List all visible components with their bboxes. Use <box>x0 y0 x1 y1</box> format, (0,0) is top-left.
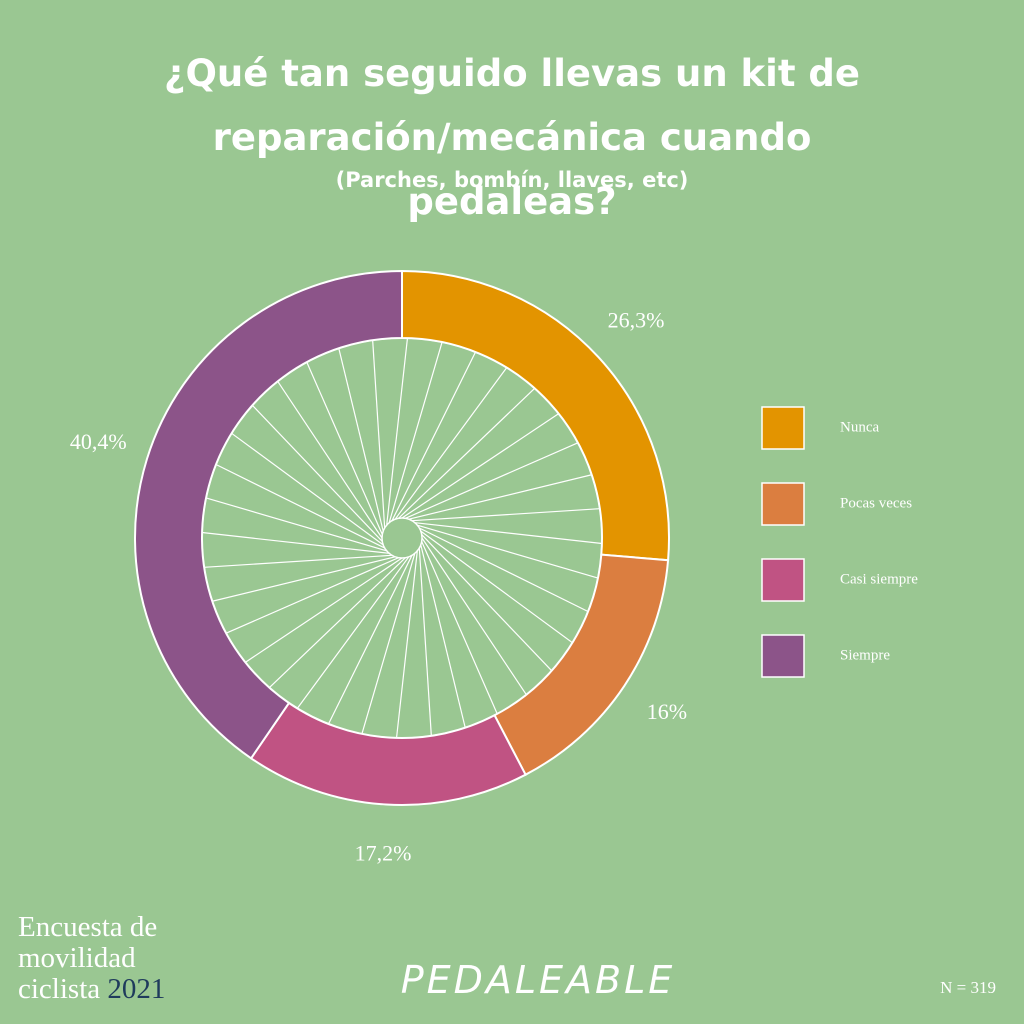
spoke <box>421 534 553 672</box>
value-label: 16% <box>647 699 687 724</box>
legend-swatch <box>761 634 805 678</box>
spoke <box>212 556 396 602</box>
chart-subtitle: (Parches, bombín, llaves, etc) <box>335 168 689 192</box>
spoke <box>225 557 399 634</box>
legend-label: Casi siempre <box>840 571 918 587</box>
rim <box>201 337 603 739</box>
survey-label: Encuesta de movilidad ciclista 2021 <box>18 912 178 1005</box>
hub <box>381 517 423 559</box>
value-label: 26,3% <box>608 308 665 333</box>
spoke <box>421 537 527 695</box>
donut-segment <box>134 269 403 760</box>
spoke <box>338 348 384 532</box>
spoke <box>420 544 466 728</box>
spoke <box>204 554 393 568</box>
spoke <box>421 541 498 715</box>
spoke <box>215 463 385 549</box>
spoke <box>391 351 477 521</box>
spoke <box>268 557 406 689</box>
spoke <box>388 341 443 523</box>
spoke <box>395 550 418 738</box>
spoke <box>418 547 432 736</box>
spoke <box>361 553 416 735</box>
spoke <box>306 361 383 535</box>
value-label: 17,2% <box>355 840 412 865</box>
spoke <box>277 381 383 539</box>
value-label: 40,4% <box>70 429 127 454</box>
spoke <box>420 530 573 644</box>
spoke <box>398 387 536 519</box>
spoke <box>419 527 589 613</box>
chart-title: ¿Qué tan seguido llevas un kit de repara… <box>164 52 860 223</box>
spoke <box>205 497 387 552</box>
legend-label: Pocas veces <box>840 495 912 511</box>
spoke <box>296 556 410 709</box>
spoke <box>251 404 383 542</box>
spoke <box>372 340 386 529</box>
spoke <box>411 508 600 522</box>
spoke <box>401 413 559 519</box>
legend-swatch <box>761 406 805 450</box>
brand: PEDALEABLE <box>400 958 676 1002</box>
spoke <box>394 367 508 520</box>
spoke <box>245 557 403 663</box>
spoke <box>405 442 579 519</box>
spoke <box>327 555 413 725</box>
spoke <box>231 432 384 546</box>
spoke <box>386 338 409 526</box>
legend-label: Nunca <box>840 419 879 435</box>
spoke <box>202 531 390 554</box>
legend-swatch <box>761 482 805 526</box>
donut-segment <box>249 701 527 806</box>
legend-label: Siempre <box>840 647 890 663</box>
sample-size: N = 319 <box>940 978 996 997</box>
donut-segment <box>493 553 670 777</box>
survey-year: 2021 <box>107 973 166 1005</box>
spoke <box>417 524 599 579</box>
legend-swatch <box>761 558 805 602</box>
survey-name: Encuesta de movilidad ciclista <box>18 911 158 1005</box>
spoke <box>414 522 602 545</box>
spoke <box>408 474 592 520</box>
